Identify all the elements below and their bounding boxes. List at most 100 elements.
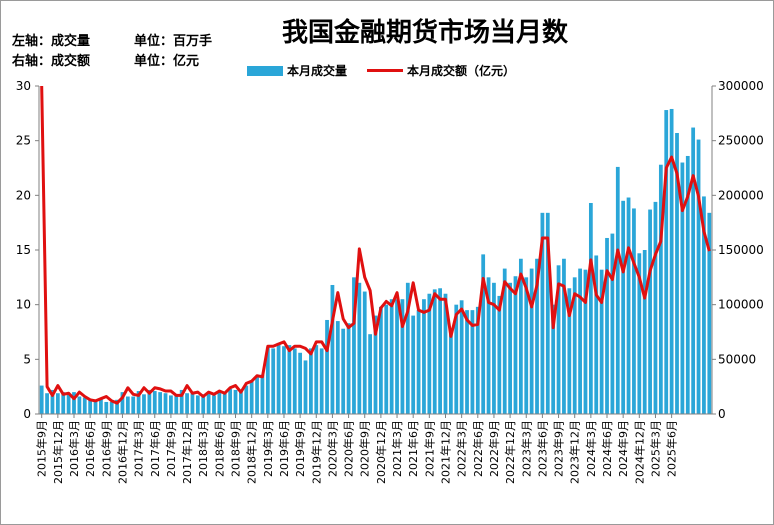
x-tick-label: 2020年3月 xyxy=(325,420,339,477)
x-tick-label: 2022年3月 xyxy=(455,420,469,477)
volume-bar xyxy=(475,306,480,414)
volume-bar xyxy=(77,396,82,414)
x-tick-label: 2019年3月 xyxy=(261,420,275,477)
volume-bar xyxy=(653,201,658,414)
x-tick-label: 2021年12月 xyxy=(438,420,452,484)
volume-bar xyxy=(470,310,475,414)
x-tick-label: 2023年12月 xyxy=(568,420,582,484)
volume-bar xyxy=(540,212,545,414)
volume-bar xyxy=(233,389,238,414)
volume-bar xyxy=(319,348,324,414)
volume-bar xyxy=(244,385,249,414)
x-tick-label: 2023年6月 xyxy=(535,420,549,477)
volume-bar xyxy=(362,291,367,414)
volume-bar xyxy=(588,202,593,414)
volume-bar xyxy=(551,304,556,414)
volume-bar xyxy=(518,258,523,414)
volume-bar xyxy=(395,299,399,414)
left-tick-label: 15 xyxy=(16,243,31,257)
left-tick-label: 0 xyxy=(23,407,31,421)
volume-bar xyxy=(384,304,389,414)
legend-value-label: 本月成交额（亿元） xyxy=(407,64,516,78)
volume-bar xyxy=(422,299,426,414)
volume-bar xyxy=(249,381,254,414)
volume-bar xyxy=(492,282,496,414)
legend-value: 本月成交额（亿元） xyxy=(367,62,515,79)
volume-bar xyxy=(454,304,459,414)
x-tick-label: 2015年9月 xyxy=(35,420,49,477)
x-tick-label: 2024年6月 xyxy=(600,420,614,477)
x-tick-label: 2015年12月 xyxy=(51,420,65,484)
volume-bar xyxy=(658,164,663,414)
x-tick-label: 2024年3月 xyxy=(584,420,598,477)
volume-bar xyxy=(685,155,690,414)
volume-bar xyxy=(276,342,281,414)
x-tick-label: 2017年9月 xyxy=(164,420,178,477)
volume-bar xyxy=(605,237,609,414)
x-tick-label: 2025年6月 xyxy=(665,420,679,477)
x-tick-label: 2018年3月 xyxy=(196,420,210,477)
volume-bar xyxy=(169,395,173,414)
volume-bar xyxy=(680,162,685,414)
x-tick-label: 2016年3月 xyxy=(67,420,81,477)
x-tick-label: 2018年6月 xyxy=(212,420,226,477)
volume-bar xyxy=(535,258,539,414)
right-tick-label: 50000 xyxy=(718,352,756,366)
volume-bar xyxy=(594,255,599,414)
x-tick-label: 2025年3月 xyxy=(648,420,662,477)
x-tick-label: 2019年9月 xyxy=(293,420,307,477)
volume-bar xyxy=(545,212,550,414)
volume-bar xyxy=(427,293,432,414)
volume-bar xyxy=(432,289,437,414)
volume-bar xyxy=(109,401,114,414)
x-tick-label: 2016年9月 xyxy=(99,420,113,477)
x-tick-label: 2017年12月 xyxy=(180,420,194,484)
volume-bar xyxy=(82,397,87,414)
volume-bar xyxy=(136,391,141,414)
volume-bar xyxy=(55,393,60,414)
x-tick-label: 2021年6月 xyxy=(406,420,420,477)
value-line xyxy=(40,85,711,405)
x-tick-label: 2018年9月 xyxy=(229,420,243,477)
volume-bar xyxy=(508,282,512,414)
volume-bar xyxy=(691,127,696,415)
x-tick-label: 2022年9月 xyxy=(487,420,501,477)
volume-bar xyxy=(120,392,125,414)
right-tick-label: 200000 xyxy=(718,188,764,202)
right-unit-note: 单位：亿元 xyxy=(134,54,200,69)
left-tick-label: 10 xyxy=(16,298,31,312)
volume-bar xyxy=(50,389,55,414)
volume-bar xyxy=(115,399,119,414)
volume-bar xyxy=(707,212,712,414)
volume-bar xyxy=(39,385,44,414)
right-axis-note: 右轴：成交额 xyxy=(12,54,91,69)
x-tick-label: 2017年3月 xyxy=(132,420,146,477)
volume-bar xyxy=(648,209,652,414)
volume-bar xyxy=(556,265,561,414)
x-tick-label: 2022年12月 xyxy=(503,420,517,484)
x-tick-label: 2018年12月 xyxy=(245,420,259,484)
volume-bar xyxy=(287,345,292,414)
legend-volume: 本月成交量 xyxy=(247,62,347,79)
volume-bar xyxy=(282,346,286,414)
volume-bar xyxy=(239,389,243,414)
volume-bar xyxy=(99,398,103,414)
volume-bar xyxy=(675,133,679,414)
right-tick-label: 100000 xyxy=(718,298,764,312)
volume-bar xyxy=(131,396,136,414)
x-tick-label: 2021年9月 xyxy=(422,420,436,477)
volume-bar xyxy=(104,401,109,414)
volume-bar xyxy=(217,392,222,414)
x-tick-label: 2020年9月 xyxy=(358,420,372,477)
volume-bar xyxy=(190,393,195,414)
volume-bar xyxy=(195,395,200,414)
volume-bar xyxy=(373,315,378,414)
left-tick-label: 30 xyxy=(16,79,31,93)
volume-bar xyxy=(72,392,76,414)
volume-bar xyxy=(599,269,604,414)
volume-bar xyxy=(174,394,179,414)
x-tick-label: 2021年3月 xyxy=(390,420,404,477)
volume-bar xyxy=(524,277,529,414)
chart-title: 我国金融期货市场当月数 xyxy=(282,18,569,48)
